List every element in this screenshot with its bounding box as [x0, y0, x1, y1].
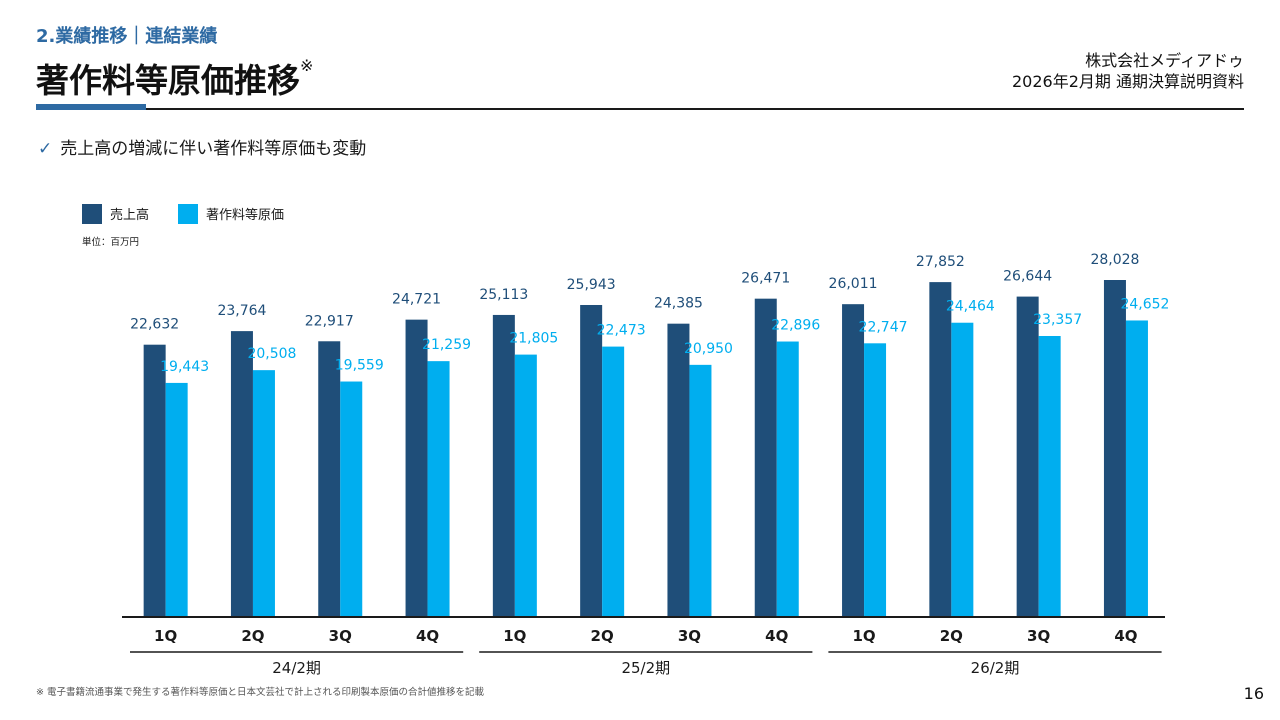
bar-sales [842, 304, 865, 616]
x-tick-label: 4Q [416, 627, 439, 645]
bar-sales [492, 314, 515, 616]
bar-cost [165, 382, 188, 616]
document-title: 2026年2月期 通期決算説明資料 [1012, 72, 1244, 91]
bar-sales [580, 304, 603, 616]
data-label-sales: 24,385 [654, 296, 703, 312]
data-label-sales: 26,011 [829, 276, 878, 292]
bar-cost [427, 361, 450, 616]
data-label-sales: 25,113 [479, 287, 528, 303]
x-tick-label: 1Q [852, 627, 875, 645]
data-label-cost: 22,896 [771, 318, 820, 334]
legend-label-cost: 著作料等原価 [206, 207, 284, 223]
x-tick-label: 1Q [154, 627, 177, 645]
x-tick-label: 2Q [241, 627, 264, 645]
data-label-sales: 26,644 [1003, 269, 1052, 285]
bar-sales [143, 344, 166, 616]
page-number: 16 [1243, 684, 1264, 703]
legend-swatch-cost [178, 204, 198, 224]
unit-label: 単位：百万円 [82, 236, 139, 248]
data-label-cost: 24,464 [946, 299, 995, 315]
bar-sales [929, 282, 952, 616]
bar-sales [318, 341, 341, 616]
bar-cost [514, 354, 537, 616]
title-note-mark: ※ [300, 56, 314, 75]
x-tick-label: 2Q [940, 627, 963, 645]
page-title-text: 著作料等原価推移 [36, 61, 300, 100]
data-label-cost: 24,652 [1120, 296, 1169, 312]
data-label-cost: 21,259 [422, 337, 471, 353]
x-tick-label: 4Q [1114, 627, 1137, 645]
data-label-cost: 19,443 [160, 359, 209, 375]
data-label-cost: 20,508 [247, 346, 296, 362]
bar-cost [951, 322, 974, 616]
footnote: ※ 電子書籍流通事業で発生する著作料等原価と日本文芸社で計上される印刷製本原価の… [36, 687, 484, 698]
bar-sales [1103, 280, 1126, 616]
data-label-sales: 25,943 [567, 277, 616, 293]
data-label-sales: 22,632 [130, 317, 179, 333]
data-label-sales: 24,721 [392, 292, 441, 308]
page-title: 著作料等原価推移※ [36, 54, 313, 102]
x-tick-label: 3Q [1027, 627, 1050, 645]
data-label-cost: 19,559 [335, 358, 384, 374]
bar-sales [230, 331, 253, 616]
section-label: 2.業績推移｜連結業績 [36, 26, 218, 47]
data-label-cost: 20,950 [684, 341, 733, 357]
bar-sales [1016, 296, 1039, 616]
bar-sales [405, 319, 428, 616]
group-label: 25/2期 [621, 659, 670, 677]
data-label-sales: 26,471 [741, 271, 790, 287]
bar-cost [1125, 320, 1148, 616]
bar-cost [1038, 335, 1061, 616]
legend-swatch-sales [82, 204, 102, 224]
bar-cost [864, 343, 887, 616]
x-tick-label: 4Q [765, 627, 788, 645]
x-tick-label: 1Q [503, 627, 526, 645]
data-label-sales: 28,028 [1090, 252, 1139, 268]
group-label: 24/2期 [272, 659, 321, 677]
company-block: 株式会社メディアドゥ 2026年2月期 通期決算説明資料 [1012, 50, 1244, 92]
bar-sales [754, 298, 777, 616]
bar-cost [252, 370, 275, 616]
bar-cost [602, 346, 625, 616]
data-label-sales: 22,917 [305, 313, 354, 329]
data-label-cost: 23,357 [1033, 312, 1082, 328]
data-label-sales: 27,852 [916, 254, 965, 270]
bar-cost [689, 364, 712, 616]
data-label-cost: 21,805 [509, 331, 558, 347]
data-label-cost: 22,747 [859, 319, 908, 335]
bullet-text: 売上高の増減に伴い著作料等原価も変動 [60, 139, 367, 159]
axis-layer: 1Q 2Q 3Q 4Q 1Q 2Q 3Q 4Q 1Q 2Q 3Q 4Q 24/2期 25/2期 26/2期 [130, 627, 1162, 677]
legend-label-sales: 売上高 [110, 207, 149, 223]
company-name: 株式会社メディアドゥ [1085, 51, 1244, 70]
x-tick-label: 2Q [591, 627, 614, 645]
x-tick-label: 3Q [329, 627, 352, 645]
bar-cost [340, 381, 363, 616]
check-icon: ✓ [38, 139, 53, 159]
group-label: 26/2期 [971, 659, 1020, 677]
title-accent-bar [36, 104, 146, 110]
x-tick-label: 3Q [678, 627, 701, 645]
bars-layer: 22,632 19,443 23,764 20,508 22,917 19,559 24,7… [130, 252, 1169, 616]
title-rule [36, 108, 1244, 110]
data-label-sales: 23,764 [217, 303, 266, 319]
bar-cost [776, 341, 799, 616]
bar-sales [667, 323, 690, 616]
data-label-cost: 22,473 [597, 323, 646, 339]
legend: 売上高 著作料等原価 [82, 204, 284, 224]
bullet-point: ✓ 売上高の増減に伴い著作料等原価も変動 [38, 134, 366, 159]
